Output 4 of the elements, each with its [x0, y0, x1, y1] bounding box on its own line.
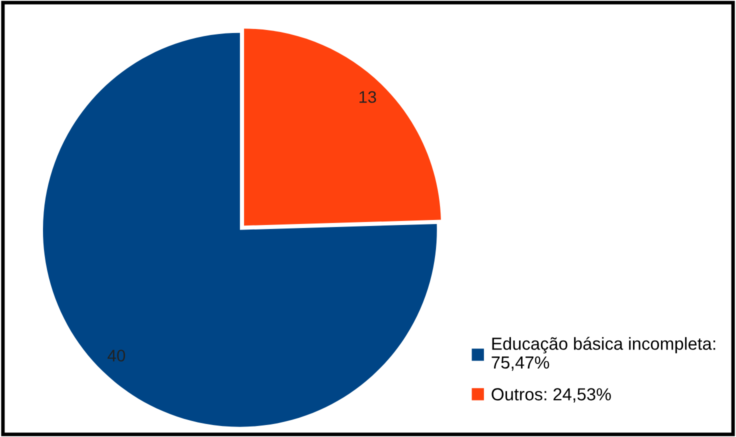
legend-label: Outros: 24,53%: [492, 388, 611, 403]
data-label: 13: [360, 91, 376, 103]
data-label: 40: [108, 350, 126, 362]
legend-label: Educação básica incompleta: 75,47%: [492, 336, 716, 371]
